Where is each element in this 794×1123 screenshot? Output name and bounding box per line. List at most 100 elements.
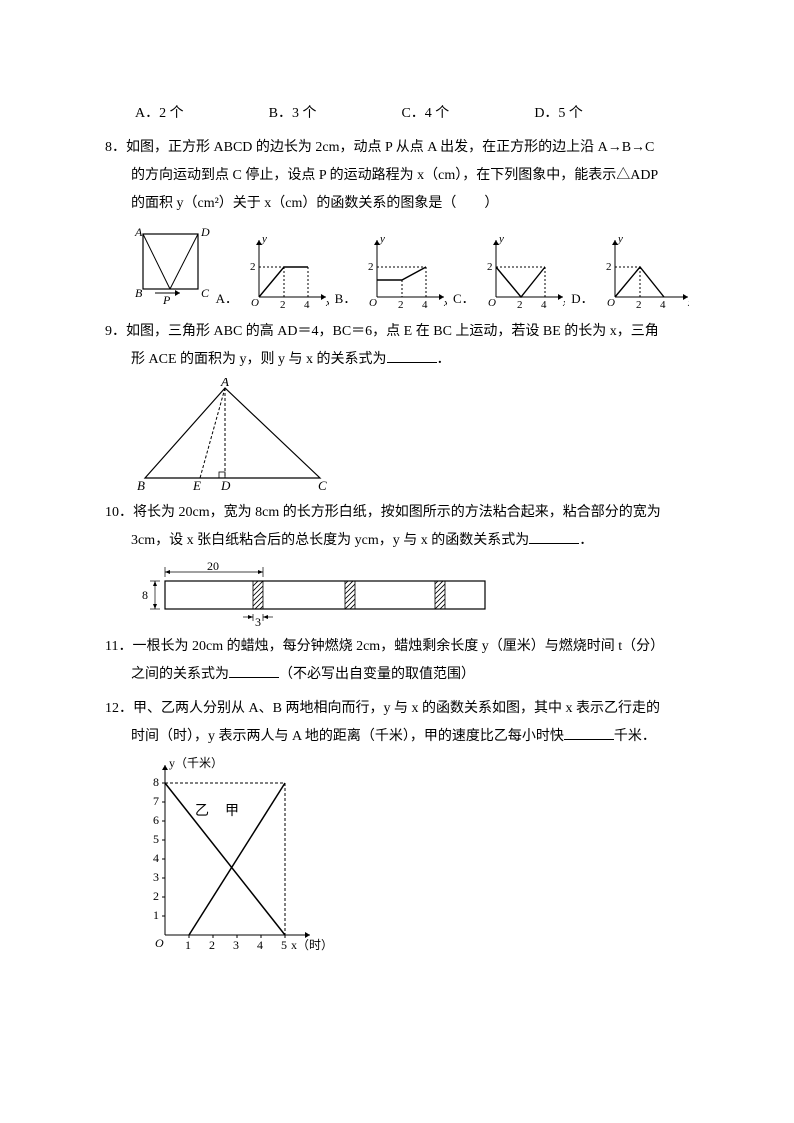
q12-end: 千米． [614, 729, 656, 744]
q9-blank [387, 348, 437, 363]
svg-text:x（时）: x（时） [291, 938, 333, 952]
q8-graph-b-icon: O y x 2 2 4 [362, 232, 447, 312]
svg-text:1: 1 [185, 938, 191, 952]
q12-line2: 时间（时），y 表示两人与 A 地的距离（千米），甲的速度比乙每小时快 [131, 729, 564, 744]
svg-text:5: 5 [281, 938, 287, 952]
svg-text:2: 2 [250, 261, 256, 273]
svg-text:P: P [162, 293, 171, 307]
svg-text:2: 2 [636, 299, 642, 311]
svg-text:3: 3 [255, 615, 261, 627]
svg-text:2: 2 [606, 261, 612, 273]
svg-text:O: O [155, 936, 164, 950]
svg-text:y: y [261, 233, 267, 245]
svg-text:甲: 甲 [225, 804, 239, 819]
svg-text:5: 5 [153, 832, 159, 846]
q8-line2: 的方向运动到点 C 停止，设点 P 的运动路程为 x（cm），在下列图象中，能表… [105, 162, 689, 190]
svg-text:2: 2 [398, 299, 404, 311]
q9-num: 9． [105, 324, 126, 339]
q8-line1: 如图，正方形 ABCD 的边长为 2cm，动点 P 从点 A 出发，在正方形的边… [126, 140, 654, 155]
svg-text:D: D [200, 225, 210, 239]
svg-text:x: x [562, 297, 566, 309]
options-row: A．2 个 B．3 个 C．4 个 D．5 个 [105, 100, 689, 128]
q12-line1: 甲、乙两人分别从 A、B 两地相向而行，y 与 x 的函数关系如图，其中 x 表… [133, 701, 660, 716]
q10-strip-icon: 20 8 3 [135, 559, 505, 627]
svg-text:4: 4 [153, 851, 159, 865]
q10-end: ． [579, 533, 593, 548]
svg-text:2: 2 [487, 261, 493, 273]
q9-line1: 如图，三角形 ABC 的高 AD＝4，BC＝6，点 E 在 BC 上运动，若设 … [126, 324, 659, 339]
svg-text:y: y [617, 233, 623, 245]
q11-num: 11． [105, 639, 132, 654]
q8-line3: 的面积 y（cm²）关于 x（cm）的函数关系的图象是（ ） [105, 190, 689, 218]
question-11: 11．一根长为 20cm 的蜡烛，每分钟燃烧 2cm，蜡烛剩余长度 y（厘米）与… [105, 633, 689, 689]
svg-text:2: 2 [209, 938, 215, 952]
svg-text:2: 2 [517, 299, 523, 311]
q8-opt-a: A． [216, 286, 238, 312]
svg-text:乙: 乙 [195, 803, 209, 819]
svg-text:E: E [192, 478, 201, 493]
q8-graph-c-icon: O y x 2 2 4 [481, 232, 566, 312]
svg-text:O: O [607, 297, 615, 309]
svg-text:x: x [325, 297, 329, 309]
q8-square-icon: A D B C P [125, 222, 210, 312]
svg-text:B: B [137, 478, 145, 493]
q11-end: （不必写出自变量的取值范围） [279, 667, 475, 682]
option-d: D．5 个 [534, 100, 583, 128]
svg-text:C: C [201, 286, 210, 300]
svg-text:2: 2 [280, 299, 286, 311]
svg-text:D: D [220, 478, 231, 493]
svg-text:x: x [687, 297, 689, 309]
q10-num: 10． [105, 505, 133, 520]
svg-text:1: 1 [153, 908, 159, 922]
svg-text:7: 7 [153, 794, 159, 808]
svg-text:8: 8 [153, 775, 159, 789]
svg-text:2: 2 [153, 889, 159, 903]
q8-opt-d: D． [571, 286, 593, 312]
q12-blank [564, 725, 614, 740]
svg-text:6: 6 [153, 813, 159, 827]
svg-text:y: y [498, 233, 504, 245]
q8-figures: A D B C P A． O y x 2 2 4 [125, 222, 689, 312]
svg-text:8: 8 [142, 588, 148, 602]
option-a: A．2 个 [135, 100, 184, 128]
q9-line2: 形 ACE 的面积为 y，则 y 与 x 的关系式为 [131, 352, 387, 367]
option-b: B．3 个 [269, 100, 317, 128]
svg-text:2: 2 [368, 261, 374, 273]
svg-text:O: O [488, 297, 496, 309]
svg-text:B: B [135, 286, 143, 300]
option-c: C．4 个 [401, 100, 449, 128]
q8-opt-b: B． [335, 286, 357, 312]
q12-graph-icon: O y（千米） x（时） 1 2 3 4 5 6 7 8 [135, 755, 335, 955]
svg-text:4: 4 [422, 299, 428, 311]
q10-line1: 将长为 20cm，宽为 8cm 的长方形白纸，按如图所示的方法粘合起来，粘合部分… [133, 505, 661, 520]
question-9: 9．如图，三角形 ABC 的高 AD＝4，BC＝6，点 E 在 BC 上运动，若… [105, 318, 689, 493]
q10-blank [529, 529, 579, 544]
q11-line2: 之间的关系式为 [131, 667, 229, 682]
q8-graph-a-icon: O y x 2 2 4 [244, 232, 329, 312]
q9-end: ． [437, 352, 451, 367]
q11-blank [229, 663, 279, 678]
svg-text:20: 20 [207, 559, 219, 573]
q8-num: 8． [105, 140, 126, 155]
svg-text:y（千米）: y（千米） [169, 756, 223, 770]
q11-line1: 一根长为 20cm 的蜡烛，每分钟燃烧 2cm，蜡烛剩余长度 y（厘米）与燃烧时… [132, 639, 664, 654]
svg-text:O: O [369, 297, 377, 309]
q8-opt-c: C． [453, 286, 475, 312]
svg-text:3: 3 [153, 870, 159, 884]
svg-text:A: A [220, 378, 229, 389]
q12-num: 12． [105, 701, 133, 716]
svg-text:y: y [379, 233, 385, 245]
svg-text:4: 4 [541, 299, 547, 311]
svg-text:3: 3 [233, 938, 239, 952]
q10-line2: 3cm，设 x 张白纸粘合后的总长度为 ycm，y 与 x 的函数关系式为 [131, 533, 529, 548]
svg-text:x: x [443, 297, 447, 309]
q9-triangle-icon: A B C D E [135, 378, 335, 493]
svg-text:O: O [251, 297, 259, 309]
question-8: 8．如图，正方形 ABCD 的边长为 2cm，动点 P 从点 A 出发，在正方形… [105, 134, 689, 312]
svg-text:A: A [134, 225, 143, 239]
q8-graph-d-icon: O y x 2 2 4 [600, 232, 689, 312]
svg-text:4: 4 [660, 299, 666, 311]
question-12: 12．甲、乙两人分别从 A、B 两地相向而行，y 与 x 的函数关系如图，其中 … [105, 695, 689, 955]
question-10: 10．将长为 20cm，宽为 8cm 的长方形白纸，按如图所示的方法粘合起来，粘… [105, 499, 689, 627]
svg-text:C: C [318, 478, 327, 493]
